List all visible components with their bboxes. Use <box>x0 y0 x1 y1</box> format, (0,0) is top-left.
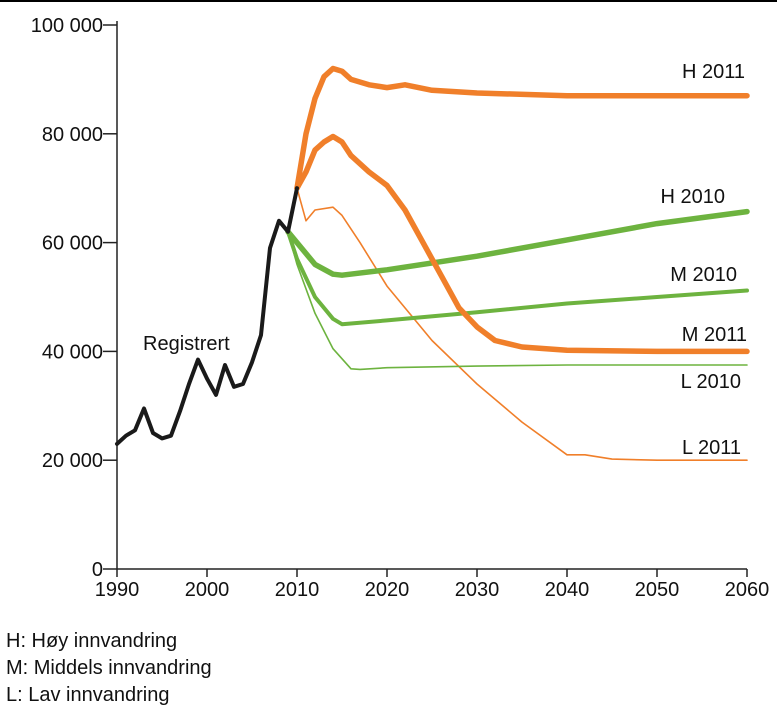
x-tick-label: 2030 <box>455 579 500 601</box>
series-line-m-2011 <box>294 133 750 355</box>
x-tick-label: 2010 <box>275 579 320 601</box>
x-tick-label: 2050 <box>635 579 680 601</box>
series-label-m-2010: M 2010 <box>670 264 737 286</box>
y-tick-label: 60 000 <box>42 233 103 255</box>
series-line-l-2011 <box>296 187 748 461</box>
y-tick-label: 80 000 <box>42 124 103 146</box>
series-label-m-2011: M 2011 <box>682 324 747 346</box>
x-tick-label: 2020 <box>365 579 410 601</box>
y-tick-label: 20 000 <box>42 450 103 472</box>
series-label-registrert: Registrert <box>143 333 230 355</box>
series-line-h-2010 <box>285 208 750 278</box>
y-tick-label: 40 000 <box>42 341 103 363</box>
chart-axes: 0 20 000 40 000 60 000 80 000 100 000 1990 2000… <box>31 15 770 601</box>
x-tick-label: 2040 <box>545 579 590 601</box>
series-line-h-2011 <box>294 65 750 191</box>
series-line-l-2010 <box>287 230 748 371</box>
series-label-l-2010: L 2010 <box>681 371 741 393</box>
series-label-h-2010: H 2010 <box>661 186 726 208</box>
series-label-h-2011: H 2011 <box>682 61 745 83</box>
series-label-l-2011: L 2011 <box>682 437 741 459</box>
x-tick-label: 1990 <box>95 579 140 601</box>
note-low-immigration: L: Lav innvandring <box>6 684 170 706</box>
x-tick-label: 2000 <box>185 579 230 601</box>
series-line-m-2010 <box>286 229 749 327</box>
x-tick-label: 2060 <box>725 579 770 601</box>
y-tick-label: 100 000 <box>31 15 103 37</box>
y-tick-label: 0 <box>92 559 103 581</box>
legend-notes: H: Høy innvandring M: Middels innvandrin… <box>6 628 212 709</box>
chart-series-labels: Registrert H 2011 H 2010 M 2010 M 2011 L 2010… <box>143 61 747 459</box>
note-high-immigration: H: Høy innvandring <box>6 630 178 652</box>
line-chart: 0 20 000 40 000 60 000 80 000 100 000 1990 2000… <box>31 15 770 601</box>
top-rule <box>0 0 777 2</box>
series-line-registrert <box>115 186 299 446</box>
note-medium-immigration: M: Middels innvandring <box>6 657 212 679</box>
chart-series <box>115 65 750 461</box>
